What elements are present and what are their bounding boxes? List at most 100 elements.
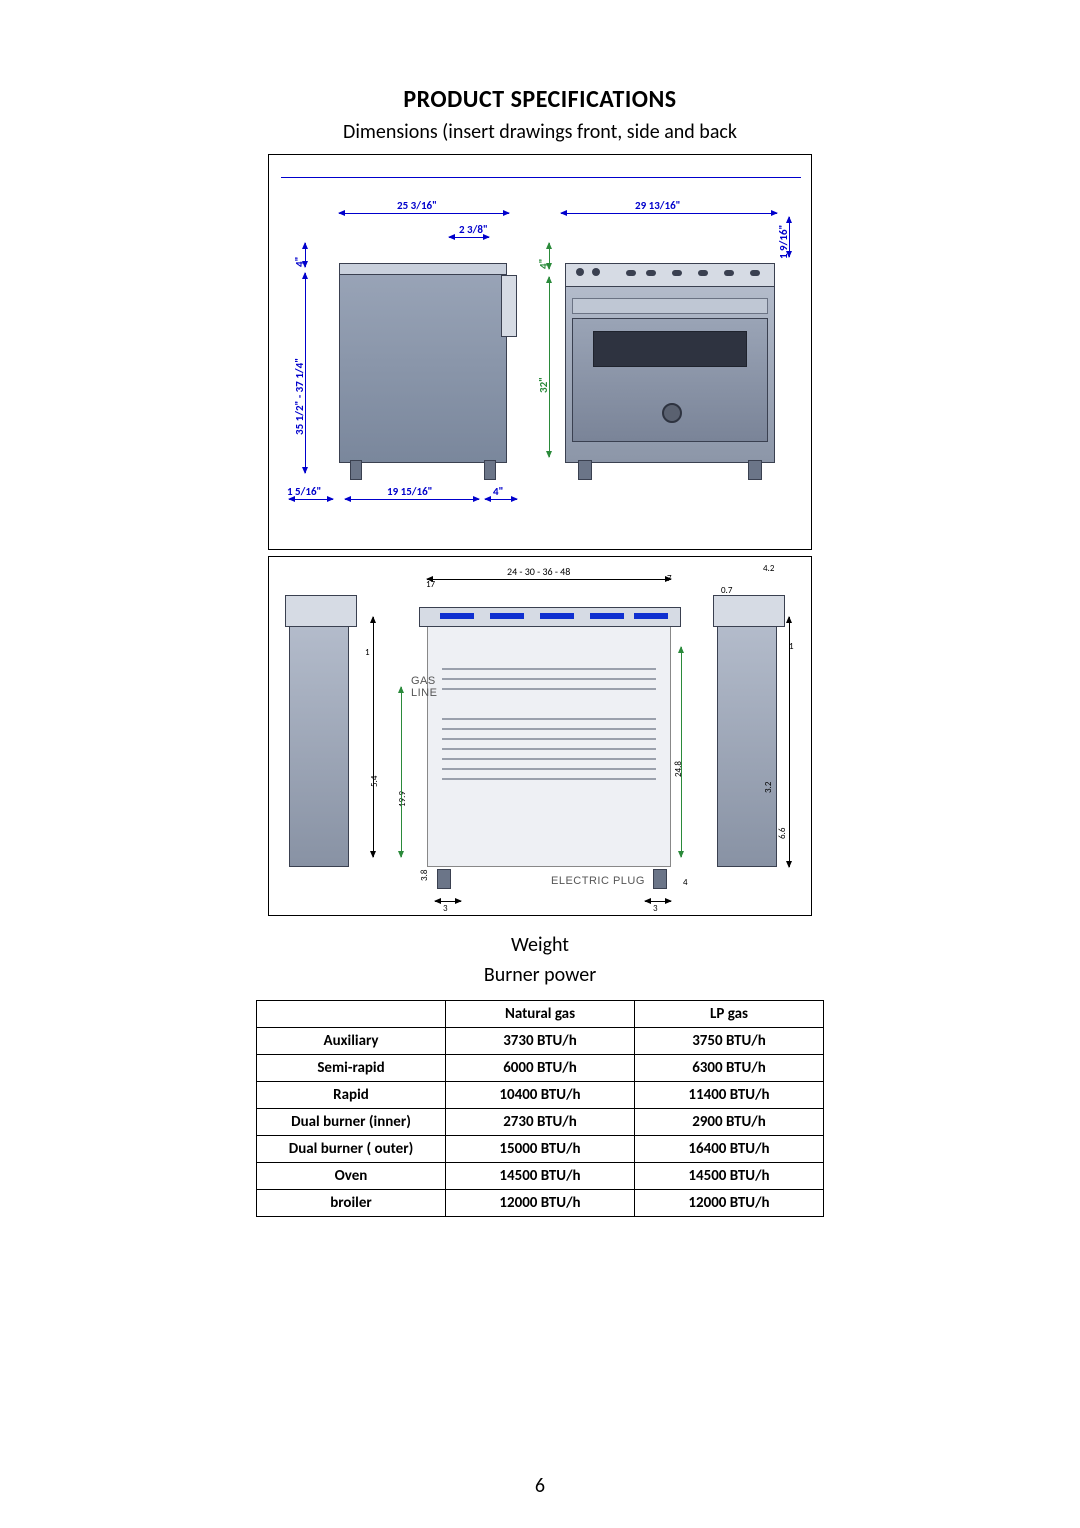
side-profile-right (717, 599, 777, 867)
dim-label: 24.8 (673, 761, 684, 777)
dim-label: 1 5/16" (287, 485, 321, 498)
cell: Dual burner ( outer) (257, 1136, 446, 1163)
dim-arrow (549, 277, 550, 457)
dim-label: 7 (667, 573, 672, 584)
badge-icon (662, 403, 682, 423)
cell: 3730 BTU/h (446, 1028, 635, 1055)
cell: Semi-rapid (257, 1055, 446, 1082)
table-row: broiler 12000 BTU/h 12000 BTU/h (257, 1190, 824, 1217)
dim-arrow (373, 617, 374, 857)
cell: Rapid (257, 1082, 446, 1109)
dim-label: 5.4 (369, 776, 380, 787)
burner-mark (540, 613, 574, 619)
dim-label: 32" (537, 377, 550, 393)
burner-mark (440, 613, 474, 619)
burner-mark (490, 613, 524, 619)
dim-label: 24 - 30 - 36 - 48 (507, 565, 570, 578)
burner-icon (672, 270, 682, 276)
dim-label: 2 3/8" (459, 223, 488, 236)
dim-arrow (435, 901, 461, 902)
burner-power-table: Natural gas LP gas Auxiliary 3730 BTU/h … (256, 1000, 824, 1217)
cell: 15000 BTU/h (446, 1136, 635, 1163)
cell: 16400 BTU/h (635, 1136, 824, 1163)
table-header-row: Natural gas LP gas (257, 1001, 824, 1028)
vent-slot (442, 678, 656, 680)
cell: 2900 BTU/h (635, 1109, 824, 1136)
page-title: PRODUCT SPECIFICATIONS (0, 85, 1080, 114)
foot (350, 460, 362, 480)
cooktop (566, 264, 774, 287)
side-profile-left (289, 599, 349, 867)
dim-label: 3 (443, 903, 448, 914)
ext-line (281, 177, 801, 178)
page-number: 6 (0, 1474, 1080, 1498)
dim-label: 3.8 (419, 870, 430, 881)
dim-arrow (339, 213, 509, 214)
vent-slot (442, 688, 656, 690)
foot (578, 460, 592, 480)
mid-labels: Weight Burner power (0, 930, 1080, 990)
vent-slot (442, 758, 656, 760)
oven-window (593, 331, 747, 367)
cell: 6000 BTU/h (446, 1055, 635, 1082)
dim-arrow (789, 617, 790, 867)
burner-icon (626, 270, 636, 276)
diagram-container: 25 3/16" 2 3/8" 4" 35 1/2" - 37 1/4" 1 5… (268, 154, 812, 916)
table-row: Semi-rapid 6000 BTU/h 6300 BTU/h (257, 1055, 824, 1082)
page: PRODUCT SPECIFICATIONS Dimensions (inser… (0, 0, 1080, 1528)
dim-arrow (645, 901, 671, 902)
dim-label: 29 13/16" (635, 199, 681, 212)
burner-power-label: Burner power (0, 960, 1080, 990)
dim-label: 19 15/16" (387, 485, 433, 498)
dim-label: 4" (493, 485, 503, 498)
vent-slot (442, 728, 656, 730)
cell: Oven (257, 1163, 446, 1190)
dim-label: 17 (426, 579, 435, 590)
vent-slot (442, 668, 656, 670)
dim-arrow (289, 499, 333, 500)
dim-label: 35 1/2" - 37 1/4" (293, 358, 306, 435)
dim-label: 4 (683, 877, 688, 888)
cell: 3750 BTU/h (635, 1028, 824, 1055)
dim-arrow (561, 213, 777, 214)
appliance-side (339, 263, 507, 463)
dim-arrow (345, 499, 479, 500)
burner-mark (590, 613, 624, 619)
page-subtitle: Dimensions (insert drawings front, side … (0, 120, 1080, 144)
table-row: Rapid 10400 BTU/h 11400 BTU/h (257, 1082, 824, 1109)
foot (748, 460, 762, 480)
cooktop-edge (340, 264, 506, 275)
appliance-front (565, 263, 775, 463)
vent-slot (442, 748, 656, 750)
dim-label: 1 (365, 647, 370, 658)
cell: 6300 BTU/h (635, 1055, 824, 1082)
foot (437, 869, 451, 889)
oven-door (572, 318, 768, 442)
cooktop-back (419, 607, 681, 627)
dim-label: 3 (653, 903, 658, 914)
side-top (285, 595, 357, 627)
gas-line-label: LINE (411, 687, 437, 699)
cell: 10400 BTU/h (446, 1082, 635, 1109)
burner-mark (634, 613, 668, 619)
dim-arrow (681, 647, 682, 857)
knob-icon (592, 268, 600, 276)
knob-icon (576, 268, 584, 276)
dim-arrow (401, 687, 402, 857)
burner-icon (698, 270, 708, 276)
dim-label: 6.6 (777, 828, 788, 839)
cell: 11400 BTU/h (635, 1082, 824, 1109)
dim-arrow (449, 237, 489, 238)
dim-label: 4" (537, 259, 550, 269)
foot (484, 460, 496, 480)
burner-icon (724, 270, 734, 276)
dim-label: 4" (293, 257, 306, 267)
weight-label: Weight (0, 930, 1080, 960)
dim-arrow (427, 579, 671, 580)
cell: 2730 BTU/h (446, 1109, 635, 1136)
side-backguard (501, 275, 517, 337)
cell: Dual burner (inner) (257, 1109, 446, 1136)
cell: 14500 BTU/h (446, 1163, 635, 1190)
vent-slot (442, 778, 656, 780)
table-body: Auxiliary 3730 BTU/h 3750 BTU/h Semi-rap… (257, 1028, 824, 1217)
